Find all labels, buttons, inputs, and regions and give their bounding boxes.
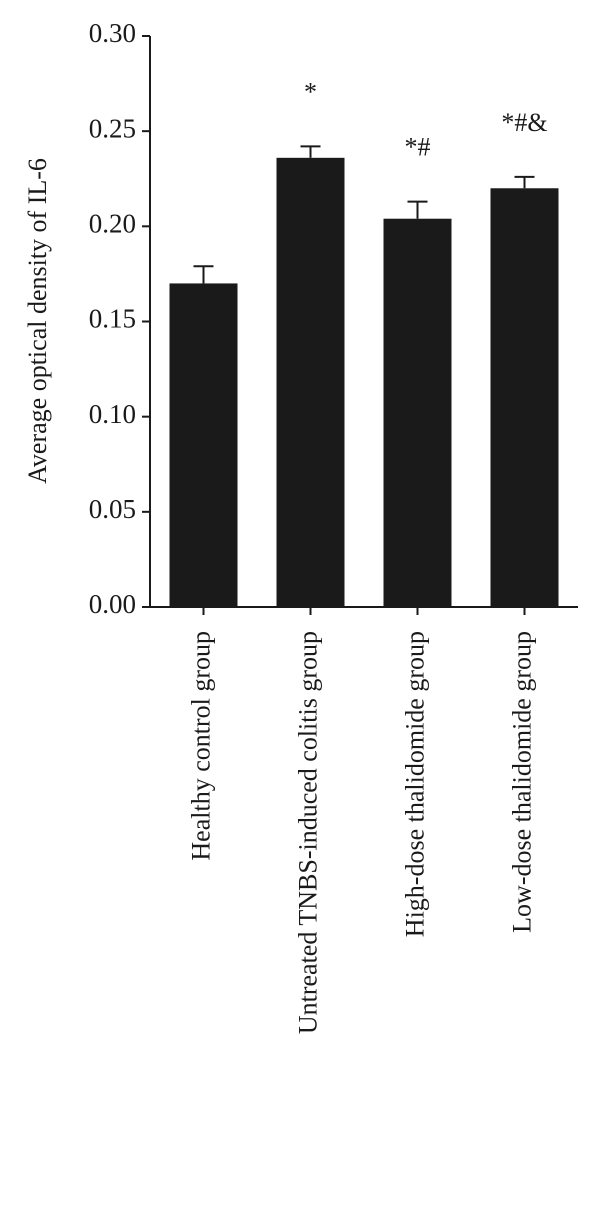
x-tick-label: Untreated TNBS-induced colitis group: [293, 631, 322, 1034]
y-tick-label: 0.20: [89, 209, 136, 239]
error-bar: [193, 265, 214, 284]
error-bar: [407, 200, 428, 219]
y-tick-label: 0.15: [89, 304, 136, 334]
bar: [490, 188, 559, 607]
significance-label: *#&: [501, 108, 547, 137]
bar: [169, 283, 238, 607]
y-tick-label: 0.10: [89, 399, 136, 429]
significance-label: *#: [405, 133, 431, 162]
y-tick-label: 0.05: [89, 494, 136, 524]
x-tick-label: Low-dose thalidomide group: [507, 631, 536, 933]
y-axis-label: Average optical density of IL-6: [23, 158, 52, 484]
y-tick-label: 0.30: [89, 18, 136, 48]
x-tick-label: Healthy control group: [186, 631, 215, 861]
y-tick-label: 0.00: [89, 589, 136, 619]
y-tick-label: 0.25: [89, 113, 136, 143]
error-bar: [300, 145, 321, 158]
bar: [383, 218, 452, 607]
bar: [276, 157, 345, 607]
error-bar: [514, 175, 535, 189]
significance-label: *: [304, 77, 317, 106]
x-tick-label: High-dose thalidomide group: [400, 631, 429, 937]
